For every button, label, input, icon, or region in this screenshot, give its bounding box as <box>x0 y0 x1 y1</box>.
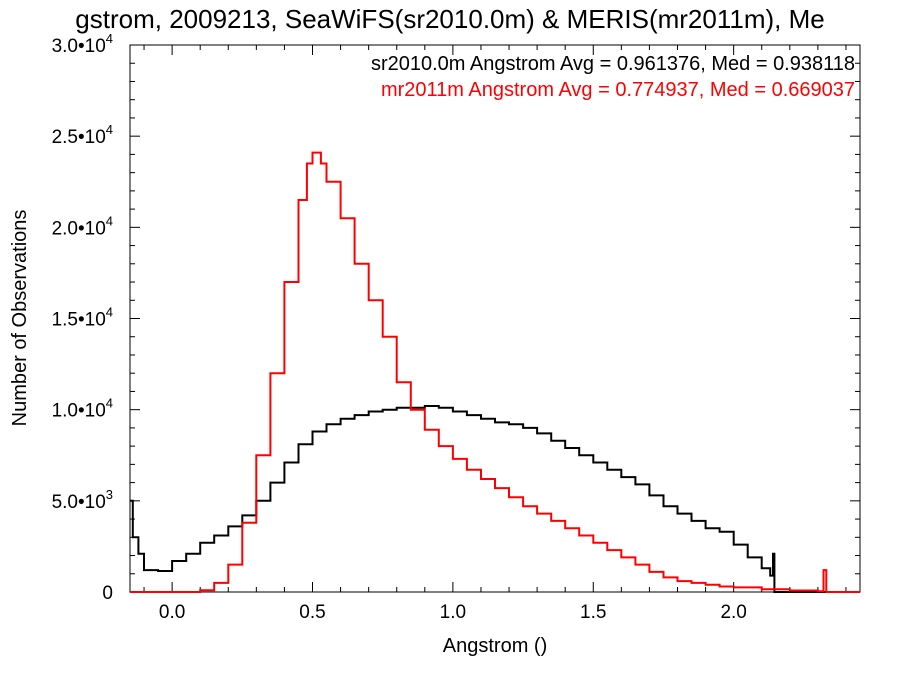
plot-area-frame <box>129 44 861 593</box>
y-tick-label-base: 2.5•10 <box>52 127 106 148</box>
y-tick-label-base: 1.0•10 <box>52 401 106 422</box>
x-tick-label: 1.5 <box>580 602 606 623</box>
y-tick-label: 1.0•104 <box>52 396 113 422</box>
x-tick-label: 1.0 <box>440 602 466 623</box>
y-tick-label-base: 5.0•10 <box>52 492 106 513</box>
series-line-0 <box>130 405 860 593</box>
y-tick-label-base: 3.0•10 <box>52 36 106 57</box>
y-tick-label: 2.0•104 <box>52 213 113 239</box>
y-tick-label-base: 2.0•10 <box>52 218 106 239</box>
y-tick-label: 2.5•104 <box>52 122 113 148</box>
x-tick-label: 2.0 <box>720 602 746 623</box>
y-tick-label-base: 1.5•10 <box>52 310 106 331</box>
x-axis-label: Angstrom () <box>443 635 547 657</box>
chart-title: gstrom, 2009213, SeaWiFS(sr2010.0m) & ME… <box>75 4 824 34</box>
y-tick-label-exponent: 3 <box>106 487 113 502</box>
y-tick-label: 3.0•104 <box>52 31 113 57</box>
y-tick-label-exponent: 4 <box>106 305 113 320</box>
series-lines <box>130 151 860 593</box>
legend-entry-black: sr2010.0m Angstrom Avg = 0.961376, Med =… <box>371 53 855 75</box>
y-tick-label-exponent: 4 <box>106 213 113 228</box>
y-tick-label-base: 0 <box>102 583 113 604</box>
y-tick-label: 1.5•104 <box>52 305 113 331</box>
y-tick-label-exponent: 4 <box>106 31 113 46</box>
legend-entry-red: mr2011m Angstrom Avg = 0.774937, Med = 0… <box>381 79 855 101</box>
y-axis-label: Number of Observations <box>9 210 31 427</box>
x-tick-label: 0.0 <box>159 602 185 623</box>
axis-ticks: 0.0 0.5 1.0 1.5 2.005.0•1031.0•1041.5•1042.0… <box>52 31 860 623</box>
x-tick-label: 0.5 <box>299 602 325 623</box>
y-tick-label: 0 <box>102 583 113 604</box>
y-tick-label-exponent: 4 <box>106 122 113 137</box>
y-tick-label: 5.0•103 <box>52 487 113 513</box>
series-line-1 <box>130 151 860 593</box>
y-tick-label-exponent: 4 <box>106 396 113 411</box>
